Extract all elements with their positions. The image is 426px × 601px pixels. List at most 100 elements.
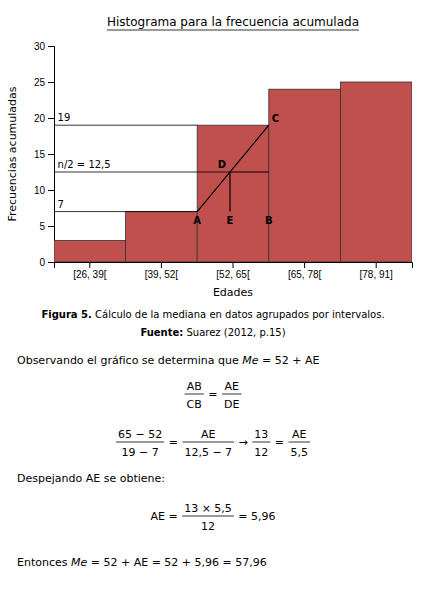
y-tick: 15	[34, 149, 54, 160]
fraction-numerator: AB	[187, 380, 202, 393]
annotation-text: Me	[242, 354, 258, 367]
y-tick-label: 25	[34, 77, 46, 88]
x-tick-label: [65, 78[	[288, 269, 322, 280]
x-axis-line	[55, 263, 413, 269]
x-tick-mark	[233, 262, 234, 268]
y-tick: 20	[34, 113, 54, 124]
y-tick-mark	[48, 262, 54, 263]
y-tick-label: 10	[34, 185, 46, 196]
x-tick-label: [26, 39[	[73, 269, 107, 280]
x-axis-title: Edades	[213, 286, 253, 299]
y-tick-mark	[48, 46, 54, 47]
reference-line	[54, 211, 197, 212]
reference-label: n/2 = 12,5	[58, 159, 111, 170]
fraction-denominator: 12,5 − 7	[184, 446, 232, 459]
fraction-bar	[185, 394, 204, 395]
y-tick-mark	[48, 190, 54, 191]
annotation: Figura 5. Cálculo de la mediana en datos…	[41, 309, 384, 320]
annotation: Fuente: Suarez (2012, p.15)	[140, 327, 285, 338]
reference-line	[54, 125, 197, 126]
y-tick: 30	[34, 41, 54, 52]
x-tick-mark	[161, 262, 162, 268]
annotation-text: Cálculo de la mediana en datos agrupados…	[92, 309, 385, 320]
y-tick: 10	[34, 185, 54, 196]
x-tick-label: [39, 52[	[145, 269, 179, 280]
y-tick-mark	[48, 82, 54, 83]
plot: 0 5 10 15 20 25 30 [26, 39[ [39, 52[ [52, 65[ [65,…	[34, 41, 413, 280]
fraction-bar	[182, 442, 234, 443]
fraction-bar	[182, 516, 234, 517]
x-tick: [78, 91]	[360, 262, 394, 280]
x-tick: [52, 65[	[216, 262, 250, 280]
bar	[340, 82, 412, 262]
annotation: Entonces Me = 52 + AE = 52 + 5,96 = 57,9…	[17, 556, 267, 569]
fraction-bar	[252, 442, 270, 443]
x-tick: [39, 52[	[145, 262, 179, 280]
annotation-text: AE =	[150, 510, 181, 523]
annotation-text: Entonces	[17, 556, 71, 569]
fraction-denominator: 12	[201, 520, 215, 533]
y-tick-label: 0	[39, 257, 45, 268]
fraction-numerator: 65 − 52	[118, 428, 162, 441]
annotation-text: = 52 + AE = 52 + 5,96 = 57,96	[87, 556, 267, 569]
title: Histograma para la frecuencia acumulada	[107, 15, 359, 29]
annotation-text: = 52 + AE	[258, 354, 319, 367]
point-label: E	[227, 215, 234, 226]
y-tick: 5	[39, 221, 54, 232]
y-tick: 25	[34, 77, 54, 88]
y-axis: 0 5 10 15 20 25 30	[34, 41, 55, 268]
fraction-bar	[116, 442, 164, 443]
y-tick-mark	[48, 226, 54, 227]
point-label: A	[193, 215, 201, 226]
fraction-numerator: 13 × 5,5	[184, 502, 232, 515]
construction-diagonal	[197, 125, 269, 211]
point-label: D	[218, 159, 226, 170]
annotation-text: →	[235, 436, 251, 449]
point-label: B	[265, 215, 273, 226]
x-axis: [26, 39[ [39, 52[ [52, 65[ [65, 78[ [78, 91]	[55, 262, 413, 280]
annotation-text: =	[271, 436, 287, 449]
y-tick-mark	[48, 118, 54, 119]
annotation-text: Me	[71, 556, 87, 569]
annotation: Observando el gráfico se determina que M…	[17, 354, 319, 367]
annotation-text: Figura 5.	[41, 309, 91, 320]
annotation: 65 − 5219 − 7 = AE12,5 − 7 → 1312 = AE5,…	[116, 428, 310, 459]
reference-label: 19	[58, 112, 71, 123]
fraction-numerator: AE	[292, 428, 307, 441]
construction-vertical	[229, 172, 230, 212]
y-axis-title: Frecuencias acumuladas	[6, 86, 19, 221]
bar	[197, 125, 269, 262]
x-tick-mark	[304, 262, 305, 268]
annotation-text: = 5,96	[235, 510, 276, 523]
annotation-text: Observando el gráfico se determina que	[17, 354, 242, 367]
bar	[54, 240, 126, 262]
fraction-denominator: CB	[187, 398, 202, 411]
y-tick-label: 15	[34, 149, 46, 160]
reference-line	[54, 172, 230, 173]
point-label: C	[272, 113, 279, 124]
fraction-numerator: AE	[224, 380, 239, 393]
x-tick-mark	[89, 262, 90, 268]
annotation-text: Despejando AE se obtiene:	[17, 472, 165, 485]
y-axis-line	[48, 47, 55, 263]
reference-label: 7	[58, 199, 64, 210]
fraction-denominator: 19 − 7	[121, 446, 158, 459]
x-tick-label: [52, 65[	[216, 269, 250, 280]
annotation: Despejando AE se obtiene:	[17, 472, 165, 485]
fraction-bar	[222, 394, 241, 395]
x-tick-mark	[376, 262, 377, 268]
bar	[126, 212, 198, 262]
y-tick-label: 5	[39, 221, 45, 232]
marks	[54, 82, 412, 262]
fraction-denominator: 12	[254, 446, 268, 459]
y-tick-label: 20	[34, 113, 46, 124]
annotation-text: Suarez (2012, p.15)	[183, 327, 285, 338]
fraction-denominator: 5,5	[291, 446, 309, 459]
x-tick: [26, 39[	[73, 262, 107, 280]
title-underline	[107, 30, 359, 31]
y-tick-mark	[48, 154, 54, 155]
construction-horizontal	[230, 171, 269, 172]
fraction-bar	[289, 442, 311, 443]
fraction-numerator: AE	[201, 428, 216, 441]
bar	[269, 89, 341, 262]
